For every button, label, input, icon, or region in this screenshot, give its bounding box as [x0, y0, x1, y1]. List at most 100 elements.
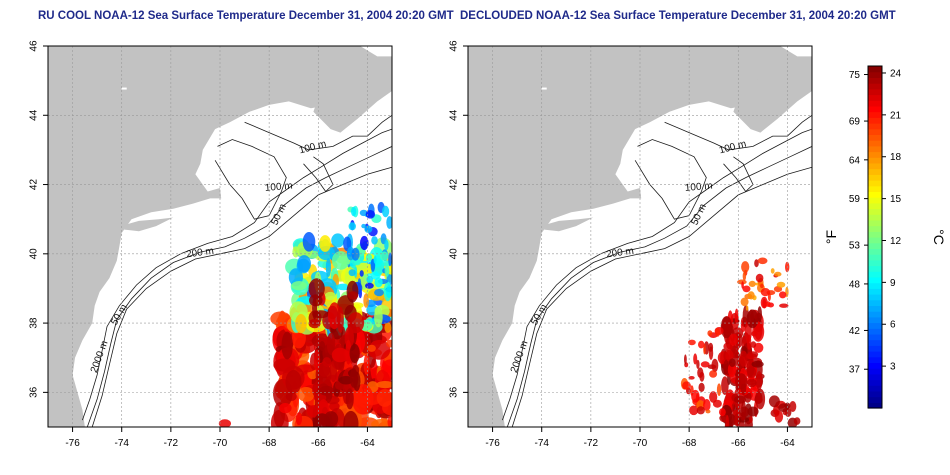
sst-patch [325, 391, 333, 400]
sst-patch [747, 291, 755, 300]
colorbar-segment [868, 202, 882, 210]
celsius-tick-label: 3 [890, 362, 896, 373]
sst-patch [716, 383, 722, 397]
y-tick-label: 38 [449, 317, 460, 329]
sst-patch [708, 342, 714, 352]
sst-patch [746, 378, 757, 388]
fahrenheit-tick-label: 75 [849, 70, 861, 81]
sst-patch [707, 330, 713, 337]
colorbar-segment [868, 305, 882, 312]
colorbar-segment [868, 174, 882, 181]
sst-patch [331, 233, 345, 248]
y-tick-label: 42 [449, 179, 460, 191]
fahrenheit-tick-label: 48 [849, 279, 861, 290]
sst-patch [755, 371, 763, 391]
colorbar-segment [868, 390, 882, 398]
sst-patch [745, 305, 749, 311]
depth-contour [86, 146, 392, 427]
sst-patch [368, 339, 391, 360]
sst-patch [322, 357, 332, 368]
sst-patch [313, 349, 321, 372]
colorbar-segment [868, 71, 882, 78]
colorbar-segment [868, 271, 882, 278]
sst-patch [374, 289, 384, 297]
colorbar-segment [868, 282, 882, 289]
colorbar-segment [868, 362, 882, 369]
sst-patch [725, 415, 730, 427]
y-tick-label: 40 [29, 248, 40, 260]
colorbar-segment [868, 333, 882, 341]
colorbar-segment [868, 259, 882, 267]
sst-patch [361, 223, 366, 229]
sst-patch [746, 309, 759, 329]
sst-patch [338, 375, 354, 385]
colorbar-segment [868, 111, 882, 118]
sst-patch [324, 411, 339, 427]
celsius-tick-label: 24 [890, 68, 902, 79]
colorbar-segment [868, 402, 882, 409]
colorbar-segment [868, 151, 882, 158]
nova-scotia [733, 66, 812, 133]
colorbar-segment [868, 66, 882, 73]
sst-patch [768, 395, 780, 408]
sst-patch [308, 318, 321, 329]
sst-patch [326, 332, 336, 355]
x-tick-label: -64 [780, 438, 795, 449]
sst-patch [385, 285, 392, 298]
sst-patch [719, 408, 726, 417]
y-tick-label: 44 [29, 109, 40, 121]
sst-patch [218, 419, 231, 427]
sst-patch [376, 381, 392, 389]
colorbar-segment [868, 219, 882, 227]
sst-patch [349, 368, 358, 388]
x-tick-label: -64 [360, 438, 375, 449]
sst-patch [757, 257, 768, 265]
celsius-axis-label: °C [931, 229, 947, 245]
sst-patch [302, 232, 316, 252]
sst-patch [336, 306, 344, 333]
sst-field [680, 257, 801, 427]
land-mass [468, 46, 812, 427]
sst-patch [699, 371, 705, 382]
sst-patch [688, 339, 696, 346]
sst-patch [384, 239, 389, 251]
sst-patch [366, 275, 374, 284]
celsius-tick-label: 15 [890, 194, 902, 205]
sst-patch [297, 387, 315, 402]
sst-patch [698, 382, 705, 392]
colorbar-segment [868, 185, 882, 192]
colorbar-segment [868, 208, 882, 215]
colorbar-segment [868, 356, 882, 363]
celsius-tick-label: 21 [890, 110, 902, 121]
sst-patch [308, 278, 325, 299]
fahrenheit-tick-label: 53 [849, 241, 861, 252]
sst-patch [373, 255, 377, 264]
sst-patch [740, 297, 749, 307]
colorbar-segment [868, 225, 882, 232]
sst-patch [742, 271, 747, 281]
sst-patch [707, 364, 717, 370]
y-tick-label: 46 [29, 40, 40, 52]
depth-contour [723, 156, 754, 193]
sst-patch [331, 347, 349, 363]
sst-patch [367, 344, 376, 352]
sst-patch [351, 206, 357, 217]
x-tick-label: -74 [534, 438, 549, 449]
sst-patch [315, 362, 332, 387]
sst-patch [741, 261, 750, 273]
depth-contour [91, 166, 392, 427]
x-tick-label: -74 [114, 438, 129, 449]
colorbar-segment [868, 345, 882, 352]
colorbar-segment [868, 339, 882, 346]
sst-patch [734, 413, 740, 426]
sst-patch [746, 359, 755, 377]
colorbar-segment [868, 123, 882, 130]
sst-patch [774, 271, 782, 277]
sst-patch [754, 396, 763, 404]
sst-patch [789, 401, 797, 412]
sst-patch [348, 222, 356, 231]
colorbar-segment [868, 248, 882, 255]
sst-patch [773, 404, 780, 416]
sst-patch [682, 381, 691, 390]
